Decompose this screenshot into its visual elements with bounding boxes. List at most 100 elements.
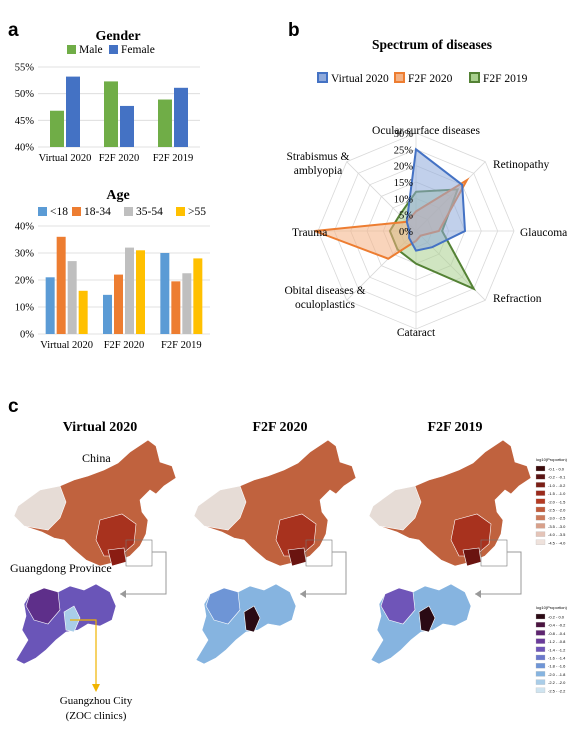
age-ytick-label: 30%: [15, 249, 35, 260]
age-bar: [103, 294, 112, 334]
gender-category-label: F2F 2020: [99, 153, 140, 164]
gender-legend-swatch: [67, 45, 76, 54]
age-bar: [182, 273, 192, 334]
radar-legend-swatch: [394, 72, 405, 83]
map-title-f2f-2020: F2F 2020: [252, 420, 307, 435]
gender-ytick-label: 45%: [15, 116, 35, 127]
age-bar: [45, 277, 55, 334]
gender-bar: [66, 76, 80, 147]
radar-axis-label: Retinopathy: [493, 159, 549, 171]
age-legend-swatch: [124, 207, 133, 216]
gd_legend-swatch: [535, 663, 546, 669]
gd_legend-item-label: -2.2 - -2.0: [548, 680, 566, 685]
age-ytick-label: 0%: [20, 330, 34, 341]
gender-bar-chart: 40% 45% 50% 55% Virtual 2020 F2F 2020 F2F 2019…: [15, 44, 200, 164]
age-ytick-label: 10%: [15, 303, 35, 314]
china_legend-item-label: -0.2 - -0.1: [548, 475, 566, 480]
gender-ytick-label: 55%: [15, 63, 35, 74]
gender-bar: [174, 87, 188, 147]
gd_legend-item-label: -2.5 - -2.2: [548, 688, 566, 693]
guangzhou-region: [243, 605, 261, 633]
gd_legend-swatch: [535, 654, 546, 661]
gender-chart-title: Gender: [95, 29, 140, 44]
age-bar-chart: 0% 10% 20% 30% 40% Virtual 2020 F2F 2020 F2F 20…: [15, 206, 210, 351]
china_legend-item-label: -3.0 - -2.5: [548, 516, 566, 521]
radar-axis-label: Refraction: [493, 293, 542, 305]
radar-rtick-label: 10%: [394, 194, 414, 205]
radar-axis-label: Cataract: [397, 327, 436, 339]
gd_legend-swatch: [535, 638, 546, 644]
gd-legend-title: log10(Proportion): [536, 605, 568, 610]
gd_legend-swatch: [535, 679, 546, 685]
china_legend-swatch: [535, 506, 546, 513]
gd_legend-item-label: -0.2 - 0.0: [548, 615, 565, 620]
age-category-label: F2F 2019: [161, 340, 202, 351]
choropleth-maps: [13, 439, 532, 692]
guangdong-region-north: [380, 587, 416, 625]
guangzhou-label-line2: (ZOC clinics): [66, 710, 127, 722]
radar-rtick-label: 5%: [399, 211, 413, 222]
age-legend-label: 18-34: [84, 206, 111, 218]
guangzhou-label-line1: Guangzhou City: [60, 695, 133, 707]
age-legend-label: <18: [50, 206, 68, 218]
gd_legend-item-label: -1.4 - -1.2: [548, 647, 566, 652]
gd_legend-swatch: [535, 671, 546, 677]
age-bar: [136, 250, 145, 334]
china-legend-title: log10(Proportion): [536, 457, 568, 462]
china_legend-swatch: [535, 490, 546, 496]
china_legend-swatch: [535, 531, 546, 537]
age-bar: [160, 253, 170, 334]
radar-legend-swatch: [469, 72, 480, 83]
guangdong-label: Guangdong Province: [10, 561, 112, 575]
china_legend-item-label: -4.5 - -4.0: [548, 540, 566, 545]
connector-arrow: [475, 551, 522, 595]
gender-bar: [50, 110, 64, 147]
age-bar: [78, 290, 88, 334]
china_legend-item-label: -2.0 - -1.5: [548, 499, 566, 504]
radar-series-0: [405, 147, 467, 252]
gd_legend-item-label: -1.2 - -0.8: [548, 639, 566, 644]
gender-legend-label: Female: [121, 44, 155, 56]
china_legend-item-label: -4.0 - -3.5: [548, 532, 566, 537]
spectrum-radar-chart: 0% 5% 10% 15% 20% 25% 30%Ocular surface diseas…: [284, 72, 567, 339]
china-inset-box: [480, 539, 508, 567]
china_legend-swatch: [535, 474, 546, 480]
china-inset-box: [125, 539, 153, 567]
china-region-west: [368, 485, 422, 531]
radar-rtick-label: 20%: [394, 162, 414, 173]
gender-bar: [158, 99, 172, 147]
radar-axis-label: Trauma: [292, 227, 327, 239]
age-bar: [56, 236, 66, 334]
gender-legend-label: Male: [79, 44, 103, 56]
radar-rtick-label: 25%: [394, 145, 414, 156]
guangzhou-region: [63, 605, 81, 633]
gender-category-label: Virtual 2020: [39, 153, 92, 164]
connector-arrow: [120, 551, 167, 595]
spectrum-chart-title: Spectrum of diseases: [372, 37, 492, 52]
china-map: [368, 439, 532, 567]
age-legend-label: 35-54: [136, 206, 163, 218]
age-legend-swatch: [176, 207, 185, 216]
map-panel: [193, 439, 357, 665]
china_legend-item-label: -2.5 - -2.0: [548, 508, 566, 513]
map-panel: [13, 439, 177, 665]
guangdong-region-north: [205, 587, 241, 625]
china_legend-swatch: [535, 498, 546, 504]
radar-axis-label: Obital diseases & oculoplastics: [284, 285, 365, 311]
map-panel: [368, 439, 532, 665]
china_legend-swatch: [535, 523, 546, 529]
age-category-label: F2F 2020: [104, 340, 145, 351]
radar-axis-label: Strabismus & amblyopia: [287, 151, 350, 177]
china-region-west: [13, 485, 67, 531]
radar-rtick-label: 15%: [394, 178, 414, 189]
age-chart-title: Age: [106, 188, 129, 203]
age-category-label: Virtual 2020: [40, 340, 93, 351]
china-map: [193, 439, 357, 567]
radar-legend-label: F2F 2019: [483, 73, 528, 85]
gender-legend-swatch: [109, 45, 118, 54]
radar-rtick-label: 0%: [399, 227, 413, 238]
guangzhou-pointer: [70, 619, 97, 688]
radar-axis-label: Glaucoma: [520, 227, 567, 239]
gd_legend-item-label: -1.8 - -1.6: [548, 664, 566, 669]
